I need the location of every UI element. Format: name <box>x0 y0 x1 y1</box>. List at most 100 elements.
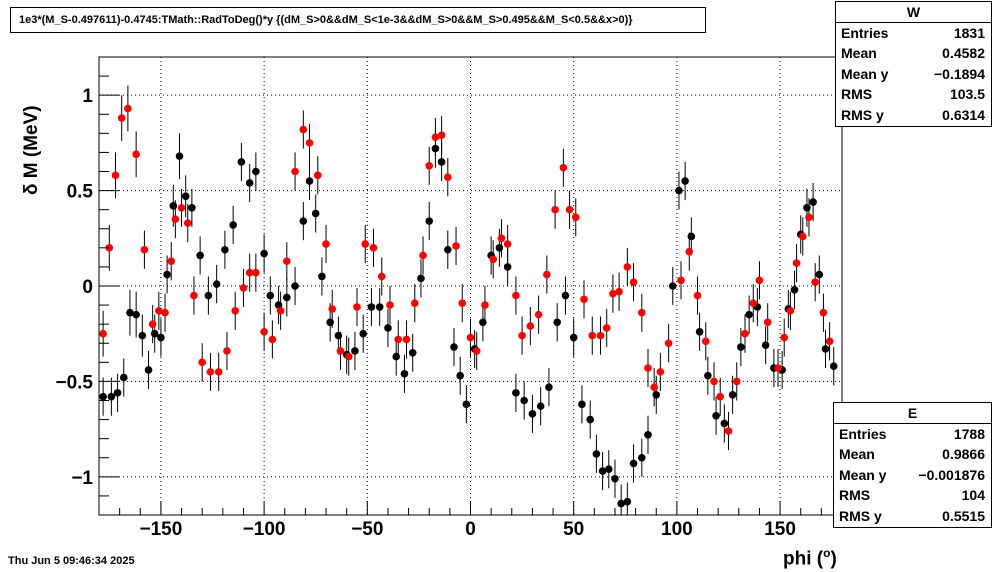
data-point <box>720 419 729 428</box>
data-point <box>829 362 838 370</box>
stats-w-name: W <box>836 2 991 23</box>
stats-e-value: 0.9866 <box>942 446 985 463</box>
x-tick-label: 0 <box>465 519 476 540</box>
data-point <box>361 240 370 248</box>
data-point <box>437 158 446 166</box>
data-point <box>656 368 665 376</box>
chart-title: 1e3*(M_S-0.497611)-0.4745:TMath::RadToDe… <box>10 7 706 33</box>
x-tick-label: 100 <box>661 519 693 540</box>
data-point <box>245 179 254 187</box>
data-point <box>161 308 169 317</box>
data-point <box>410 299 419 307</box>
data-point <box>276 307 285 315</box>
data-point <box>596 331 605 340</box>
stats-w-label: RMS y <box>841 106 884 123</box>
data-point <box>798 232 807 241</box>
stats-w-label: Mean y <box>841 65 889 82</box>
data-point <box>693 291 702 300</box>
data-point <box>177 203 186 212</box>
data-point <box>117 114 126 122</box>
data-point <box>732 377 741 386</box>
x-tick-label: 50 <box>563 519 584 540</box>
data-point <box>815 270 824 279</box>
data-point <box>99 329 107 338</box>
data-point <box>545 383 553 391</box>
data-point <box>638 308 646 317</box>
data-point <box>171 215 180 224</box>
data-point <box>260 249 268 258</box>
stats-w-value: 0.4582 <box>942 45 985 62</box>
data-point <box>105 244 114 252</box>
data-point <box>805 213 813 222</box>
data-point <box>221 245 229 254</box>
data-point <box>450 343 458 351</box>
stats-w-value: 103.5 <box>949 86 985 103</box>
data-point <box>183 219 192 227</box>
stats-w-row: RMS 103.5 <box>836 84 991 104</box>
data-point <box>668 282 677 290</box>
x-axis-label-text: phi ( <box>783 548 824 570</box>
x-tick-label: −50 <box>351 519 383 540</box>
stats-e-value: 104 <box>961 487 985 504</box>
y-tick-label: −0.5 <box>55 372 93 393</box>
stats-w-label: Mean <box>841 45 877 62</box>
data-point <box>792 259 801 267</box>
stats-w-label: RMS <box>841 86 873 103</box>
data-point <box>377 272 386 281</box>
data-points <box>99 85 838 515</box>
x-tick-label: −100 <box>243 519 286 540</box>
y-tick-label: −1 <box>71 468 93 489</box>
stats-box-e: E Entries 1788 Mean 0.9866 Mean y −0.001876… <box>833 402 992 528</box>
data-point <box>701 337 710 346</box>
data-point <box>737 343 745 351</box>
data-point <box>214 368 223 376</box>
data-point <box>809 198 817 206</box>
data-point <box>536 402 545 411</box>
data-point <box>586 415 595 424</box>
data-point <box>534 310 543 319</box>
data-point <box>503 263 512 271</box>
data-point <box>677 276 685 285</box>
data-point <box>481 301 489 309</box>
data-point <box>367 303 376 311</box>
data-point <box>763 318 772 327</box>
data-point <box>825 337 834 346</box>
data-point <box>353 303 361 311</box>
data-point <box>553 318 561 327</box>
stats-w-label: Entries <box>841 25 889 41</box>
stats-w-row: RMS y 0.6314 <box>836 105 991 125</box>
data-point <box>724 427 733 435</box>
data-point <box>623 497 632 506</box>
data-point <box>650 383 658 391</box>
stats-e-row: Mean 0.9866 <box>834 444 991 464</box>
data-point <box>652 390 661 399</box>
stats-e-value: −0.001876 <box>918 466 985 483</box>
data-point <box>456 371 464 380</box>
data-point <box>252 268 260 277</box>
data-point <box>188 203 196 212</box>
data-point <box>99 392 107 401</box>
data-point <box>144 366 153 374</box>
data-point <box>305 139 314 147</box>
data-point <box>322 240 330 248</box>
axis-ticks: −150 −100 −50 0 50 100 150 −1 −0.5 0 0.5 1 <box>55 56 843 540</box>
stats-w-row: Mean y −0.1894 <box>836 64 991 84</box>
data-point <box>229 221 237 229</box>
data-point <box>629 278 638 286</box>
data-point <box>190 291 198 300</box>
data-point <box>644 431 652 439</box>
data-point <box>157 333 165 342</box>
data-point <box>299 217 308 225</box>
data-point <box>710 377 718 386</box>
data-point <box>431 133 440 141</box>
data-point <box>503 240 512 248</box>
data-point <box>443 173 452 182</box>
data-point <box>351 347 359 355</box>
x-axis-label-degree: o <box>823 546 831 560</box>
data-point <box>167 257 176 265</box>
data-point <box>526 322 535 330</box>
stats-e-row: RMS 104 <box>834 485 991 505</box>
data-point <box>559 163 568 172</box>
data-point <box>204 291 213 300</box>
data-point <box>375 303 384 311</box>
